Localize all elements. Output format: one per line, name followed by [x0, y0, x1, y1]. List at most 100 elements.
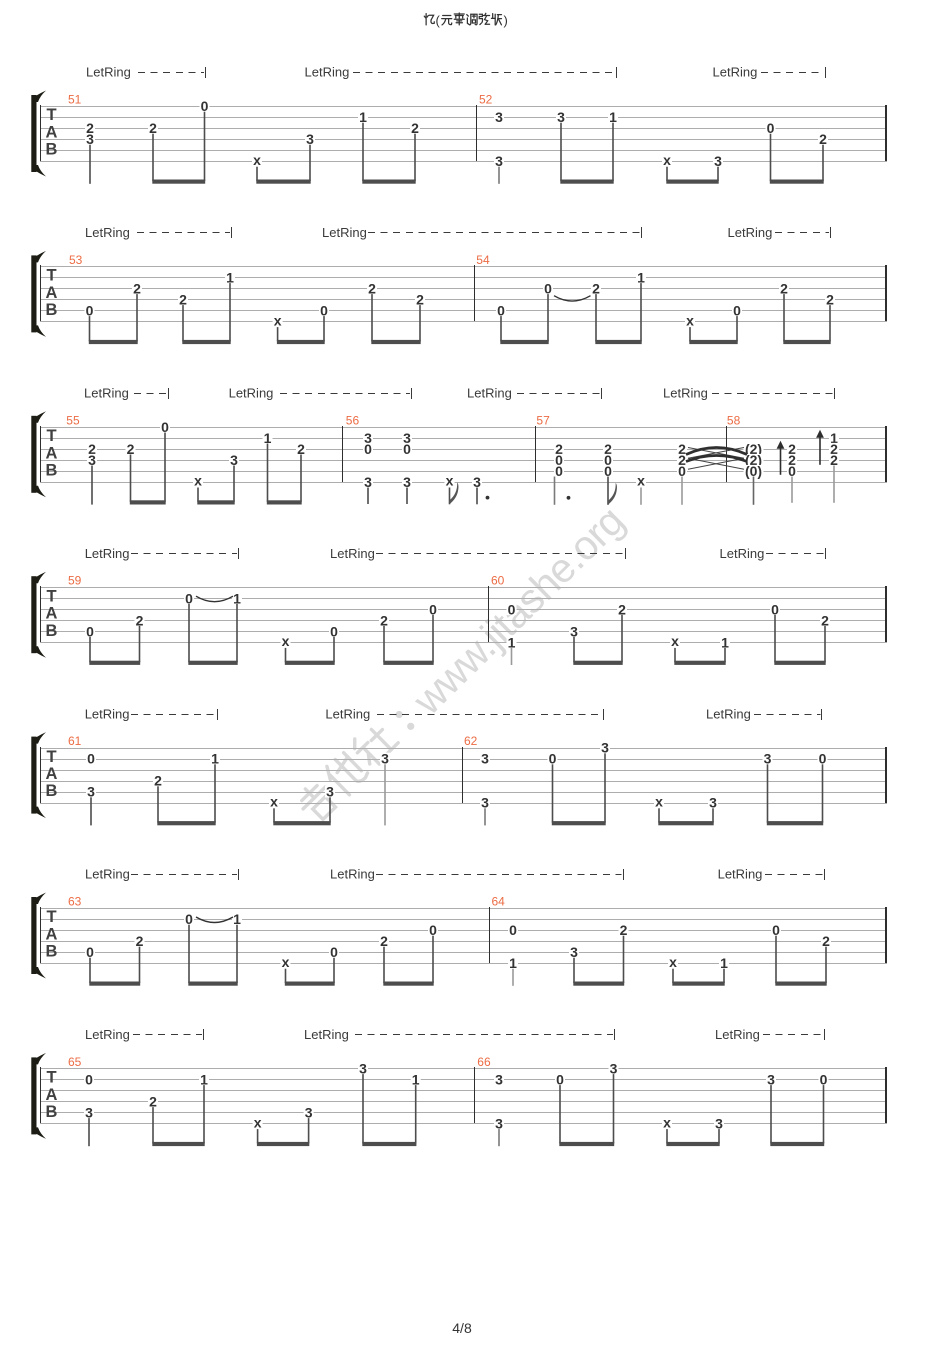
svg-text:2: 2 — [780, 281, 788, 297]
svg-text:LetRing: LetRing — [325, 706, 370, 721]
svg-text:LetRing: LetRing — [330, 867, 375, 882]
svg-text:B: B — [46, 1103, 58, 1121]
svg-text:x: x — [270, 794, 278, 810]
svg-text:2: 2 — [788, 441, 796, 457]
svg-text:3: 3 — [714, 153, 722, 169]
svg-text:2: 2 — [297, 441, 305, 457]
svg-text:2: 2 — [149, 120, 157, 136]
svg-text:58: 58 — [727, 413, 741, 427]
svg-text:0: 0 — [555, 463, 563, 479]
svg-text:53: 53 — [69, 253, 83, 267]
svg-text:0: 0 — [330, 623, 338, 639]
svg-text:0: 0 — [772, 922, 780, 938]
svg-text:0: 0 — [509, 922, 517, 938]
svg-text:3: 3 — [403, 474, 411, 490]
svg-text:(2): (2) — [745, 441, 762, 457]
svg-text:0: 0 — [788, 463, 796, 479]
svg-text:T: T — [46, 588, 56, 606]
svg-text:62: 62 — [464, 734, 478, 748]
svg-text:3: 3 — [570, 944, 578, 960]
svg-text:0: 0 — [161, 419, 169, 435]
svg-text:LetRing: LetRing — [305, 65, 350, 80]
svg-text:65: 65 — [68, 1055, 82, 1069]
svg-text:2: 2 — [821, 612, 829, 628]
svg-text:x: x — [663, 152, 671, 168]
svg-text:LetRing: LetRing — [718, 867, 763, 882]
svg-text:3: 3 — [230, 452, 238, 468]
svg-text:1: 1 — [200, 1072, 208, 1088]
svg-text:0: 0 — [604, 463, 612, 479]
svg-text:3: 3 — [473, 474, 481, 490]
svg-text:x: x — [282, 633, 290, 649]
svg-text:x: x — [669, 954, 677, 970]
svg-text:3: 3 — [495, 1072, 503, 1088]
svg-text:2: 2 — [830, 441, 838, 457]
svg-text:2: 2 — [380, 612, 388, 628]
svg-text:54: 54 — [476, 253, 490, 267]
svg-text:x: x — [655, 794, 663, 810]
svg-text:2: 2 — [678, 452, 686, 468]
svg-text:0: 0 — [201, 98, 209, 114]
svg-text:): ) — [504, 13, 508, 28]
svg-text:1: 1 — [720, 955, 728, 971]
svg-text:66: 66 — [477, 1055, 491, 1069]
svg-text:3: 3 — [326, 784, 334, 800]
svg-text:2: 2 — [88, 441, 96, 457]
svg-text:1: 1 — [830, 430, 838, 446]
svg-text:3: 3 — [481, 795, 489, 811]
svg-text:0: 0 — [85, 1072, 93, 1088]
svg-text:3: 3 — [495, 153, 503, 169]
svg-text:x: x — [671, 633, 679, 649]
svg-text:3: 3 — [481, 751, 489, 767]
svg-text:0: 0 — [555, 452, 563, 468]
svg-text:T: T — [46, 1069, 56, 1087]
svg-text:LetRing: LetRing — [85, 867, 130, 882]
svg-text:B: B — [46, 461, 58, 479]
svg-text:3: 3 — [86, 131, 94, 147]
svg-text:LetRing: LetRing — [84, 386, 129, 401]
svg-text:3: 3 — [88, 452, 96, 468]
svg-text:3: 3 — [495, 109, 503, 125]
svg-text:0: 0 — [549, 751, 557, 767]
svg-text:B: B — [46, 782, 58, 800]
svg-text:0: 0 — [497, 303, 505, 319]
svg-text:x: x — [663, 1114, 671, 1130]
svg-text:60: 60 — [491, 574, 505, 588]
svg-text:2: 2 — [86, 120, 94, 136]
svg-text:1: 1 — [508, 634, 516, 650]
svg-text:3: 3 — [359, 1061, 367, 1077]
svg-text:2: 2 — [819, 131, 827, 147]
svg-text:LetRing: LetRing — [715, 1027, 760, 1042]
svg-text:x: x — [253, 152, 261, 168]
svg-text:3: 3 — [306, 131, 314, 147]
svg-text:3: 3 — [403, 430, 411, 446]
svg-text:0: 0 — [87, 751, 95, 767]
svg-text:2: 2 — [618, 601, 626, 617]
svg-text:4/8: 4/8 — [452, 1320, 472, 1336]
svg-text:2: 2 — [133, 281, 141, 297]
svg-text:0: 0 — [320, 303, 328, 319]
svg-text:LetRing: LetRing — [85, 1027, 130, 1042]
svg-text:LetRing: LetRing — [706, 706, 751, 721]
svg-text:1: 1 — [609, 109, 617, 125]
svg-text:52: 52 — [479, 93, 493, 107]
svg-text:0: 0 — [364, 441, 372, 457]
svg-text:0: 0 — [604, 452, 612, 468]
svg-text:LetRing: LetRing — [467, 386, 512, 401]
svg-text:LetRing: LetRing — [85, 706, 130, 721]
svg-text:3: 3 — [305, 1105, 313, 1121]
svg-text:63: 63 — [68, 895, 82, 909]
svg-text:2: 2 — [678, 441, 686, 457]
svg-text:x: x — [446, 473, 454, 489]
svg-text:2: 2 — [822, 933, 830, 949]
svg-text:0: 0 — [771, 601, 779, 617]
svg-text:2: 2 — [788, 452, 796, 468]
svg-text:3: 3 — [764, 751, 772, 767]
svg-text:2: 2 — [154, 773, 162, 789]
svg-text:2: 2 — [127, 441, 135, 457]
svg-text:LetRing: LetRing — [304, 1027, 349, 1042]
svg-text:1: 1 — [509, 955, 517, 971]
svg-text:0: 0 — [820, 1072, 828, 1088]
svg-text:1: 1 — [412, 1072, 420, 1088]
svg-text:A: A — [46, 926, 58, 944]
